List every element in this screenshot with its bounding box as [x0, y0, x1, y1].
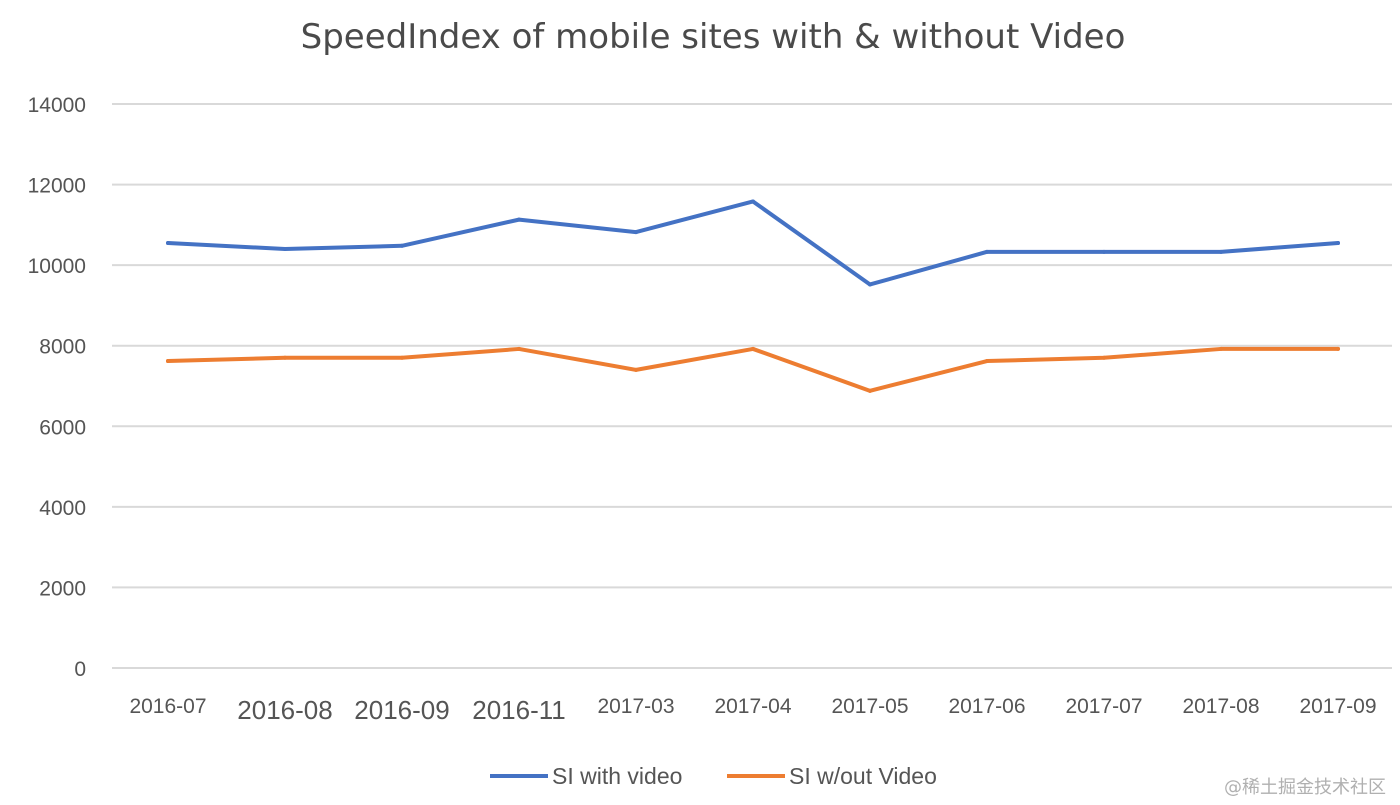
x-tick-label: 2016-11	[472, 695, 566, 725]
data-point	[1219, 249, 1223, 254]
x-axis-ticks: 2016-07 2016-08 2016-09 2016-11 2017-03 2017-…	[129, 695, 1376, 725]
x-tick-label: 2017-08	[1182, 695, 1259, 718]
x-tick-label: 2017-05	[831, 695, 908, 718]
series-line-2	[166, 346, 1340, 393]
data-point	[751, 346, 755, 351]
x-tick-label: 2017-06	[948, 695, 1025, 718]
y-tick-label: 12000	[28, 175, 86, 198]
data-point	[751, 199, 755, 204]
x-tick-label: 2016-08	[237, 695, 332, 725]
y-tick-label: 6000	[39, 416, 86, 439]
data-point	[868, 388, 872, 393]
data-point	[166, 359, 170, 364]
x-tick-label: 2017-09	[1299, 695, 1376, 718]
data-point	[1336, 240, 1340, 245]
legend-label: SI with video	[552, 763, 682, 789]
legend: SI with video SI w/out Video	[490, 763, 937, 789]
y-tick-label: 10000	[28, 255, 86, 278]
series-lines	[166, 199, 1340, 393]
data-point	[1102, 249, 1106, 254]
data-point	[283, 247, 287, 252]
gridlines	[112, 103, 1392, 669]
legend-label: SI w/out Video	[789, 763, 937, 789]
chart-title: SpeedIndex of mobile sites with & withou…	[301, 17, 1126, 57]
data-point	[634, 230, 638, 235]
x-tick-label: 2016-09	[354, 695, 449, 725]
y-tick-label: 14000	[28, 94, 86, 117]
y-tick-label: 0	[74, 658, 86, 681]
x-tick-label: 2017-03	[597, 695, 674, 718]
data-point	[400, 243, 404, 248]
data-point	[517, 217, 521, 222]
x-tick-label: 2016-07	[129, 695, 206, 718]
data-point	[283, 355, 287, 360]
data-point	[517, 346, 521, 351]
series-line-1	[166, 199, 1340, 287]
y-tick-label: 8000	[39, 336, 86, 359]
y-axis-ticks: 0 2000 4000 6000 8000 10000 12000 14000	[28, 94, 86, 681]
data-point	[868, 282, 872, 287]
watermark: @稀土掘金技术社区	[1224, 777, 1386, 798]
data-point	[1102, 355, 1106, 360]
x-tick-label: 2017-07	[1065, 695, 1142, 718]
x-tick-label: 2017-04	[714, 695, 791, 718]
data-point	[400, 355, 404, 360]
data-point	[1219, 346, 1223, 351]
data-point	[985, 249, 989, 254]
data-point	[166, 240, 170, 245]
y-tick-label: 2000	[39, 577, 86, 600]
data-point	[985, 359, 989, 364]
data-point	[634, 367, 638, 372]
y-tick-label: 4000	[39, 497, 86, 520]
data-point	[1336, 346, 1340, 351]
